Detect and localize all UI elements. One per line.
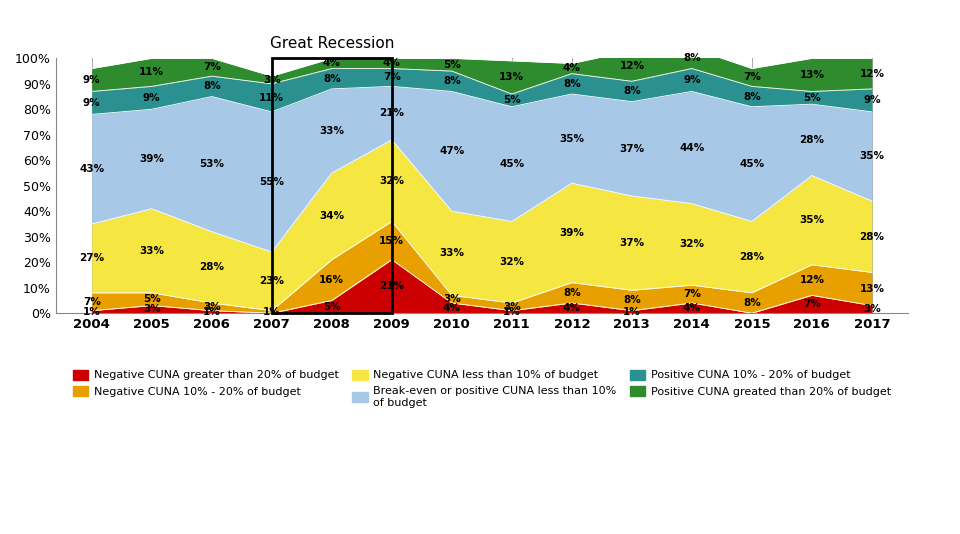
Text: 12%: 12%	[859, 68, 884, 78]
Text: 47%: 47%	[439, 146, 465, 156]
Bar	[272, 58, 392, 313]
Text: 5%: 5%	[503, 96, 520, 105]
Text: 5%: 5%	[443, 60, 461, 69]
Text: 1%: 1%	[203, 307, 221, 317]
Text: 8%: 8%	[323, 74, 341, 84]
Text: 4%: 4%	[563, 303, 581, 313]
Text: 23%: 23%	[259, 276, 284, 286]
Text: 3%: 3%	[863, 304, 880, 315]
Text: 1%: 1%	[83, 307, 101, 317]
Text: 21%: 21%	[379, 108, 404, 118]
Text: 15%: 15%	[379, 235, 404, 246]
Text: 45%: 45%	[499, 159, 524, 169]
Text: 1%: 1%	[623, 307, 640, 317]
Text: 5%: 5%	[803, 93, 821, 103]
Text: 11%: 11%	[259, 93, 284, 103]
Text: 8%: 8%	[563, 288, 581, 298]
Text: 7%: 7%	[803, 299, 821, 309]
Text: 12%: 12%	[800, 275, 825, 285]
Text: 39%: 39%	[560, 228, 585, 238]
Text: 4%: 4%	[683, 303, 701, 313]
Text: 5%: 5%	[143, 294, 160, 304]
Text: 12%: 12%	[619, 61, 644, 71]
Text: 27%: 27%	[79, 253, 105, 263]
Text: 34%: 34%	[320, 211, 345, 221]
Text: 33%: 33%	[440, 248, 465, 258]
Text: 13%: 13%	[859, 284, 884, 294]
Text: 8%: 8%	[743, 298, 760, 308]
Text: 11%: 11%	[139, 67, 164, 77]
Text: 7%: 7%	[83, 297, 101, 307]
Text: 35%: 35%	[560, 134, 585, 144]
Text: 44%: 44%	[680, 143, 705, 153]
Text: 7%: 7%	[743, 73, 760, 82]
Text: 16%: 16%	[320, 275, 345, 285]
Text: 4%: 4%	[563, 64, 581, 74]
Text: 8%: 8%	[623, 295, 640, 305]
Text: 45%: 45%	[739, 159, 764, 169]
Text: 8%: 8%	[683, 53, 701, 64]
Text: 1%: 1%	[263, 307, 280, 317]
Text: 4%: 4%	[383, 58, 400, 68]
Text: 28%: 28%	[200, 262, 225, 272]
Text: 3%: 3%	[143, 304, 160, 315]
Text: Great Recession: Great Recession	[270, 36, 394, 51]
Text: 9%: 9%	[143, 93, 160, 103]
Text: 3%: 3%	[263, 75, 280, 85]
Text: 8%: 8%	[743, 91, 760, 101]
Text: 7%: 7%	[203, 62, 221, 72]
Text: 1%: 1%	[503, 307, 520, 317]
Text: 35%: 35%	[859, 152, 884, 161]
Text: 7%: 7%	[383, 73, 400, 82]
Text: 37%: 37%	[619, 238, 644, 248]
Text: 13%: 13%	[499, 73, 524, 82]
Text: 13%: 13%	[800, 70, 825, 80]
Text: 33%: 33%	[320, 126, 345, 136]
Text: 28%: 28%	[859, 232, 884, 242]
Text: 33%: 33%	[139, 246, 164, 256]
Text: 3%: 3%	[503, 302, 520, 312]
Text: 28%: 28%	[800, 135, 825, 145]
Text: 32%: 32%	[379, 176, 404, 186]
Text: 35%: 35%	[800, 215, 825, 225]
Text: 53%: 53%	[200, 159, 225, 169]
Text: 43%: 43%	[79, 164, 105, 174]
Text: 32%: 32%	[680, 239, 705, 249]
Text: 8%: 8%	[623, 87, 640, 97]
Text: 55%: 55%	[259, 177, 284, 187]
Text: 8%: 8%	[203, 81, 221, 91]
Text: 9%: 9%	[863, 96, 880, 105]
Text: 28%: 28%	[739, 252, 764, 262]
Text: 3%: 3%	[203, 302, 221, 312]
Text: 8%: 8%	[563, 79, 581, 89]
Legend: Negative CUNA greater than 20% of budget, Negative CUNA 10% - 20% of budget, Neg: Negative CUNA greater than 20% of budget…	[73, 370, 891, 407]
Text: 32%: 32%	[499, 257, 524, 267]
Text: 9%: 9%	[83, 75, 101, 85]
Text: 9%: 9%	[683, 75, 701, 85]
Text: 5%: 5%	[323, 302, 341, 312]
Text: 3%: 3%	[443, 294, 461, 304]
Text: 9%: 9%	[83, 98, 101, 108]
Text: 39%: 39%	[139, 154, 164, 164]
Text: 21%: 21%	[379, 281, 404, 292]
Text: 4%: 4%	[443, 303, 461, 313]
Text: 8%: 8%	[443, 76, 461, 87]
Text: 7%: 7%	[683, 289, 701, 299]
Text: 37%: 37%	[619, 144, 644, 154]
Text: 4%: 4%	[323, 58, 341, 68]
